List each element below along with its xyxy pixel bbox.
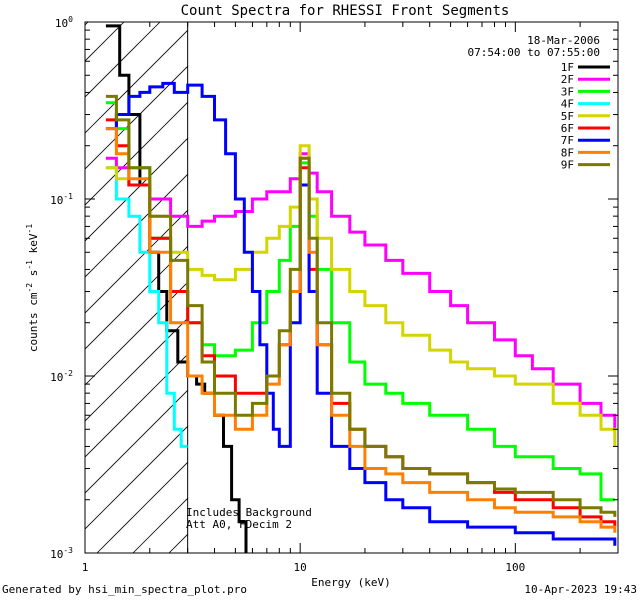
series-1f <box>105 24 248 553</box>
legend-label: 1F <box>561 61 574 74</box>
series-2f <box>105 152 617 430</box>
y-label-exp: -1 <box>25 260 34 270</box>
hatch-stroke <box>85 22 125 62</box>
y-tick-base: 10 <box>50 371 63 384</box>
hatch-stroke <box>85 389 188 494</box>
time-range-label: 07:54:00 to 07:55:00 <box>468 46 600 59</box>
hatched-region <box>0 22 188 553</box>
y-tick-exponent: -3 <box>63 546 73 555</box>
y-label-exp: -1 <box>25 224 34 234</box>
annotation-background: Includes Background <box>186 506 312 519</box>
legend-label: 7F <box>561 134 574 147</box>
y-axis-label: counts cm-2 s-1 keV-1 <box>25 224 40 352</box>
y-tick-label: 10-1 <box>50 192 73 207</box>
chart-title: Count Spectra for RHESSI Front Segments <box>181 3 510 19</box>
y-label-exp: -2 <box>25 283 34 293</box>
legend-label: 6F <box>561 122 574 135</box>
series-7f <box>105 81 617 546</box>
hatch-stroke <box>85 317 188 422</box>
hatch-stroke <box>85 22 89 26</box>
y-tick-base: 10 <box>50 194 63 207</box>
hatch-stroke <box>85 245 188 350</box>
series-9f <box>105 94 617 517</box>
y-tick-exponent: -2 <box>63 369 73 378</box>
hatch-stroke <box>85 281 188 386</box>
y-label-part: s <box>27 270 40 283</box>
y-tick-exponent: 0 <box>68 15 73 24</box>
x-tick-label: 1 <box>82 561 89 574</box>
hatch-stroke <box>0 22 16 553</box>
x-tick-label: 10 <box>294 561 307 574</box>
series-4f <box>105 166 188 448</box>
hatch-stroke <box>85 22 161 98</box>
y-tick-label: 10-2 <box>50 369 73 384</box>
legend-label: 4F <box>561 98 574 111</box>
x-axis-label: Energy (keV) <box>311 576 390 589</box>
legend-label: 5F <box>561 110 574 123</box>
hatch-stroke <box>85 29 188 134</box>
x-tick-label: 100 <box>505 561 525 574</box>
legend-label: 3F <box>561 85 574 98</box>
y-tick-base: 10 <box>55 17 68 30</box>
hatch-stroke <box>85 209 188 314</box>
series-group <box>105 24 617 553</box>
y-tick-base: 10 <box>50 548 63 561</box>
hatch-stroke <box>96 461 188 553</box>
y-label-part: keV <box>27 233 40 260</box>
annotation-attenuator: Att A0, FDecim 2 <box>186 518 292 531</box>
y-label-part: counts cm <box>27 292 40 352</box>
series-5f <box>105 144 617 447</box>
series-8f <box>105 127 617 533</box>
hatch-stroke <box>85 65 188 170</box>
hatch-stroke <box>85 101 188 206</box>
y-tick-label: 10-3 <box>50 546 73 561</box>
footer-generated-by: Generated by hsi_min_spectra_plot.pro <box>2 583 248 596</box>
legend-label: 8F <box>561 146 574 159</box>
y-tick-exponent: -1 <box>63 192 73 201</box>
y-tick-label: 100 <box>55 15 73 30</box>
date-label: 18-Mar-2006 <box>527 34 600 47</box>
legend-label: 2F <box>561 73 574 86</box>
footer-timestamp: 10-Apr-2023 19:43 <box>524 583 637 596</box>
hatch-stroke <box>85 425 188 530</box>
plot-frame <box>84 21 619 554</box>
legend-label: 9F <box>561 159 574 172</box>
